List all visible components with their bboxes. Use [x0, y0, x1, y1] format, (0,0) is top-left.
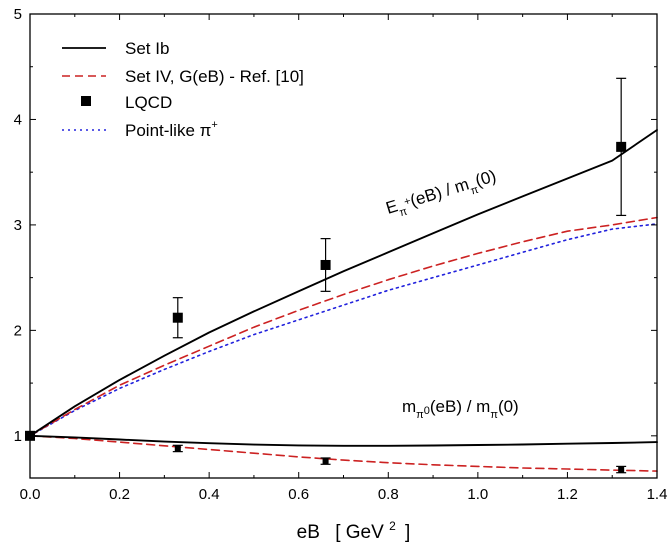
series-line-charged-set-ib: [29, 129, 658, 437]
y-tick-label: 2: [14, 322, 22, 339]
series-line-charged-point-like: [29, 223, 658, 437]
x-axis-unit-close: ]: [405, 522, 410, 543]
anno-neutral-mid: (eB) / m: [430, 397, 490, 416]
x-tick-label: 0.4: [199, 486, 220, 503]
anno-neutral-sub: π: [416, 409, 424, 421]
series-line-charged-set-iv-g-eb-ref-10: [29, 216, 658, 437]
series-layer: [29, 129, 658, 472]
y-tick-label: 5: [14, 6, 22, 23]
x-tick-label: 1.4: [647, 486, 668, 503]
points-layer: [25, 77, 627, 474]
y-tick-label: 4: [14, 111, 22, 128]
x-axis-title: eB [ GeV 2 ]: [297, 514, 411, 543]
y-tick-label: 3: [14, 217, 22, 234]
lqcd-point: [618, 466, 625, 473]
legend-label-set-iv: Set IV, G(eB) - Ref. [10]: [125, 67, 304, 86]
legend-label-point-like-sup: +: [211, 119, 217, 131]
lqcd-point: [320, 259, 331, 270]
x-tick-label: 0.2: [109, 486, 130, 503]
x-tick-label: 0.6: [288, 486, 309, 503]
lqcd-point: [616, 141, 627, 152]
anno-charged-tail: (0): [473, 166, 498, 190]
anno-neutral-tail: (0): [498, 397, 519, 416]
legend-label-set-ib: Set Ib: [125, 39, 169, 58]
legend-label-point-like-text: Point-like π: [125, 121, 211, 140]
anno-charged-base: E: [384, 196, 400, 217]
annotation-neutral: mπ0(eB) / mπ(0): [402, 397, 519, 421]
x-tick-label: 1.2: [557, 486, 578, 503]
y-tick-label: 1: [14, 428, 22, 445]
lqcd-point: [174, 445, 181, 452]
legend: Set Ib Set IV, G(eB) - Ref. [10] LQCD Po…: [62, 39, 304, 140]
legend-swatch-lqcd: [81, 96, 91, 106]
anno-charged-subsup: +: [403, 195, 413, 208]
x-tick-label: 0.0: [20, 486, 41, 503]
series-line-neutral-set-iv-g-eb-ref-10: [29, 434, 658, 472]
anno-charged-sub2: π: [469, 184, 480, 198]
annotation-charged: Eπ+(eB) / mπ(0): [384, 166, 500, 222]
x-axis-unit: [ GeV: [335, 522, 384, 543]
anno-neutral-sub2: π: [490, 409, 498, 421]
lqcd-point: [322, 458, 329, 465]
lqcd-point: [172, 312, 183, 323]
x-tick-label: 1.0: [467, 486, 488, 503]
anno-charged-mid: (eB) / m: [408, 175, 471, 211]
ticks-layer: 0.0 0.2 0.4 0.6 0.8 1.0 1.2 1.4 1 2 3 4 5: [14, 6, 668, 503]
x-axis-label: eB: [297, 522, 320, 543]
anno-neutral-base: m: [402, 397, 416, 416]
x-tick-label: 0.8: [378, 486, 399, 503]
legend-label-lqcd: LQCD: [125, 93, 172, 112]
series-line-neutral-set-ib: [29, 434, 658, 447]
legend-label-point-like: Point-like π+: [125, 119, 218, 140]
anno-neutral-subsup: 0: [424, 405, 430, 417]
anno-charged-sub: π: [398, 205, 409, 219]
x-axis-unit-sup: 2: [389, 519, 396, 533]
